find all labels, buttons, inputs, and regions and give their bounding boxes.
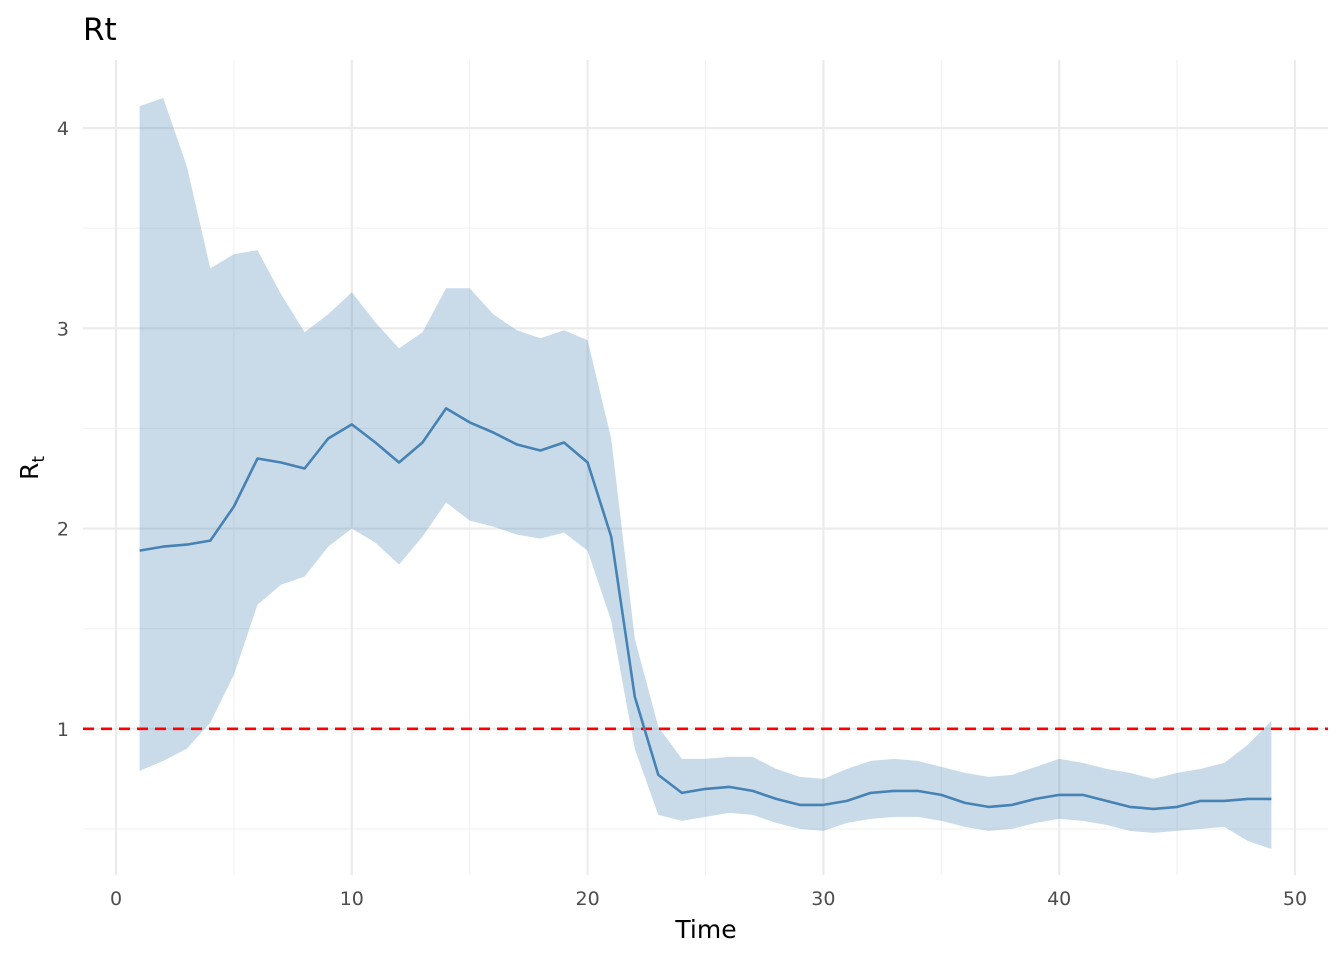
y-axis-title: Rt xyxy=(15,456,49,480)
x-tick-label: 0 xyxy=(110,888,122,910)
y-tick-label: 4 xyxy=(57,118,69,140)
x-tick-label: 10 xyxy=(340,888,364,910)
x-axis-tick-labels: 0 10 20 30 40 50 xyxy=(110,888,1307,910)
x-axis-title: Time xyxy=(674,915,736,944)
x-tick-label: 20 xyxy=(576,888,600,910)
credible-interval-ribbon xyxy=(139,98,1272,849)
chart-title: Rt xyxy=(83,12,117,48)
x-tick-label: 40 xyxy=(1047,888,1071,910)
x-tick-label: 50 xyxy=(1283,888,1307,910)
x-tick-label: 30 xyxy=(811,888,835,910)
y-axis-title-subscript: t xyxy=(29,456,49,463)
y-tick-label: 1 xyxy=(57,719,69,741)
y-tick-label: 3 xyxy=(57,318,69,340)
y-axis-tick-labels: 1 2 3 4 xyxy=(57,118,69,741)
major-gridlines xyxy=(83,60,1328,875)
rt-mean-line xyxy=(139,407,1272,811)
minor-gridlines xyxy=(83,60,1328,875)
y-axis-title-main: R xyxy=(15,463,44,480)
y-tick-label: 2 xyxy=(57,519,69,541)
